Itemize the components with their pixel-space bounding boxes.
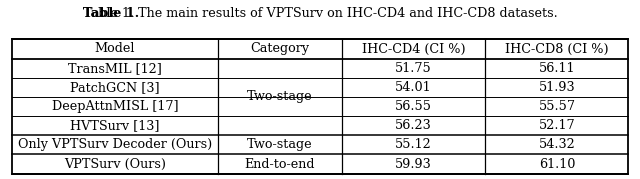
Text: VPTSurv (Ours): VPTSurv (Ours): [64, 158, 166, 171]
Text: 56.23: 56.23: [395, 119, 432, 132]
Text: Table 1.: Table 1.: [83, 7, 139, 20]
Text: Two-stage: Two-stage: [247, 138, 313, 151]
Text: 51.93: 51.93: [539, 81, 575, 94]
Text: 54.32: 54.32: [538, 138, 575, 151]
Text: Table 1. The main results of VPTSurv on IHC-CD4 and IHC-CD8 datasets.: Table 1. The main results of VPTSurv on …: [83, 7, 557, 20]
Bar: [12, 39, 628, 174]
Text: 55.12: 55.12: [395, 138, 432, 151]
Text: PatchGCN [3]: PatchGCN [3]: [70, 81, 159, 94]
Text: 55.57: 55.57: [538, 100, 575, 113]
Text: Model: Model: [95, 42, 135, 55]
Text: 61.10: 61.10: [539, 158, 575, 171]
Text: 52.17: 52.17: [539, 119, 575, 132]
Text: Two-stage: Two-stage: [247, 90, 313, 103]
Text: 56.55: 56.55: [395, 100, 432, 113]
Text: TransMIL [12]: TransMIL [12]: [68, 62, 162, 75]
Text: Category: Category: [250, 42, 310, 55]
Text: 51.75: 51.75: [395, 62, 432, 75]
Text: Only VPTSurv Decoder (Ours): Only VPTSurv Decoder (Ours): [18, 138, 212, 151]
Text: 54.01: 54.01: [395, 81, 432, 94]
Text: 56.11: 56.11: [539, 62, 575, 75]
Text: HVTSurv [13]: HVTSurv [13]: [70, 119, 159, 132]
Text: 59.93: 59.93: [395, 158, 432, 171]
Text: IHC-CD8 (CI %): IHC-CD8 (CI %): [505, 42, 609, 55]
Text: IHC-CD4 (CI %): IHC-CD4 (CI %): [362, 42, 465, 55]
Text: DeepAttnMISL [17]: DeepAttnMISL [17]: [52, 100, 178, 113]
Text: End-to-end: End-to-end: [244, 158, 315, 171]
